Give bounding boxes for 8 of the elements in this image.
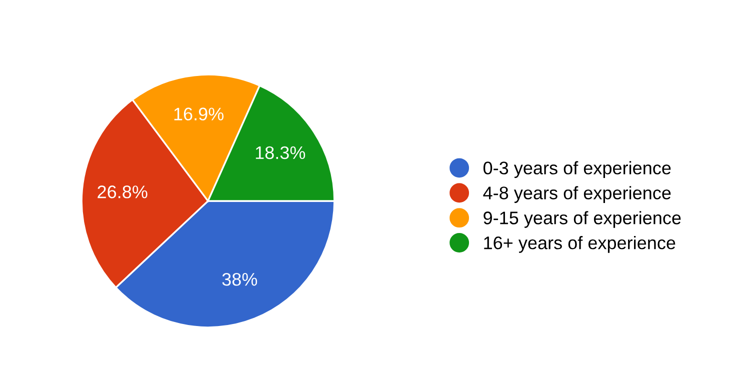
legend-label: 16+ years of experience — [484, 236, 676, 253]
legend-label: 0-3 years of experience — [483, 161, 671, 178]
legend-label: 9-15 years of experience — [484, 211, 681, 228]
data-label: 16.9% — [174, 108, 224, 120]
data-label: 18.3% — [256, 146, 306, 160]
legend-label: 4-8 years of experience — [483, 186, 671, 203]
data-label: 38% — [222, 272, 258, 286]
data-label: 26.8% — [98, 186, 148, 198]
